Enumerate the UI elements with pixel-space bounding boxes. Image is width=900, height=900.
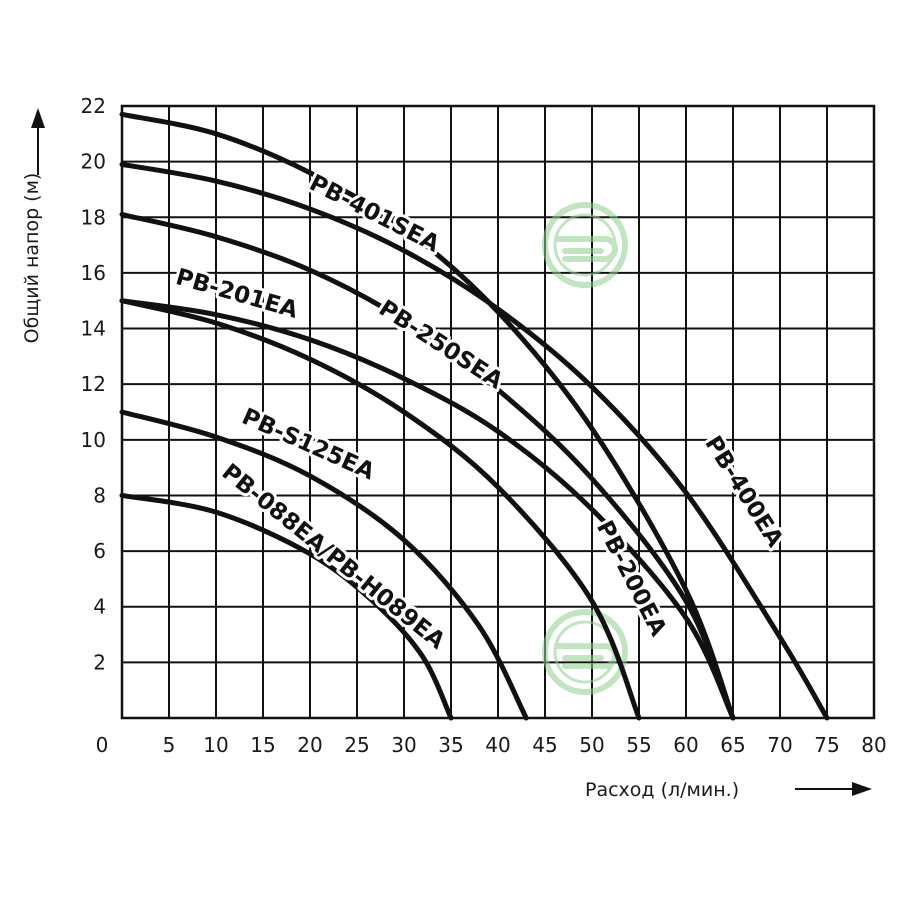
watermark-logos	[542, 202, 628, 695]
watermark-logo-icon	[542, 202, 628, 288]
x-tick-label: 70	[767, 733, 792, 757]
x-tick-label: 20	[297, 733, 322, 757]
watermark-logo-icon	[542, 609, 628, 695]
curve-pb-401sea	[119, 111, 736, 721]
x-tick-label: 10	[203, 733, 228, 757]
y-axis-arrow	[31, 108, 45, 175]
y-tick-label: 6	[93, 539, 106, 563]
y-tick-label: 22	[81, 94, 106, 118]
x-tick-label: 75	[814, 733, 839, 757]
x-tick-label: 5	[163, 733, 176, 757]
x-tick-label: 45	[532, 733, 557, 757]
plot-frame	[120, 104, 876, 720]
curve-labels: PB-401SEAPB-400EAPB-250SEAPB-201EAPB-200…	[170, 167, 791, 658]
curve-pb-088ea-pb-h089ea	[119, 492, 454, 721]
y-tick-label: 8	[93, 483, 106, 507]
y-tick-label: 20	[81, 150, 106, 174]
tick-labels: 0 5 10 15 20 25 30 35 40 45 50 55 60 65 70 75 80 2 4 6 8 10 12…	[81, 94, 887, 757]
y-tick-label: 12	[81, 372, 106, 396]
y-tick-label: 18	[81, 205, 106, 229]
curve-pb-250sea	[119, 211, 736, 721]
y-tick-label: 4	[93, 595, 106, 619]
curve-label-pb-250sea: PB-250SEA	[374, 295, 507, 394]
y-tick-label: 2	[93, 650, 106, 674]
performance-curves	[119, 111, 830, 721]
x-tick-label: 15	[250, 733, 275, 757]
y-tick-label: 16	[81, 261, 106, 285]
curve-pb-201ea	[119, 298, 642, 721]
x-tick-label: 80	[861, 733, 886, 757]
x-tick-label: 60	[673, 733, 698, 757]
y-axis-label: Общий напор (м)	[21, 173, 43, 344]
x-tick-label: 0	[96, 733, 109, 757]
curve-pb-s125ea	[119, 409, 529, 721]
y-tick-label: 14	[81, 317, 106, 341]
x-tick-label: 40	[485, 733, 510, 757]
curve-pb-400ea	[119, 161, 830, 721]
x-tick-label: 25	[344, 733, 369, 757]
x-axis-arrow	[795, 782, 872, 796]
curve-pb-200ea	[119, 298, 736, 721]
y-tick-label: 10	[81, 428, 106, 452]
x-axis-label: Расход (л/мин.)	[585, 779, 739, 801]
x-tick-label: 55	[626, 733, 651, 757]
x-tick-label: 30	[391, 733, 416, 757]
x-tick-label: 35	[438, 733, 463, 757]
x-tick-label: 50	[579, 733, 604, 757]
x-tick-label: 65	[720, 733, 745, 757]
grid-lines	[122, 106, 874, 718]
